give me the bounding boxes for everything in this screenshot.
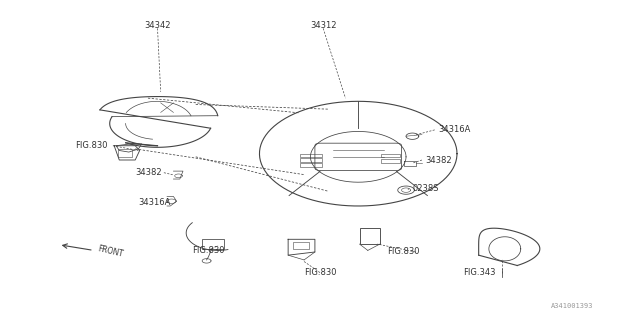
Text: 34342: 34342 xyxy=(144,21,171,30)
Text: FIG.830: FIG.830 xyxy=(387,247,419,257)
Bar xyxy=(300,154,322,157)
Bar xyxy=(360,228,380,244)
Text: 34316A: 34316A xyxy=(438,125,470,134)
Bar xyxy=(300,163,322,167)
Bar xyxy=(118,149,132,157)
Text: FIG.830: FIG.830 xyxy=(304,268,336,277)
Bar xyxy=(300,158,322,162)
Bar xyxy=(381,159,399,163)
Text: A341001393: A341001393 xyxy=(550,303,593,309)
Bar xyxy=(293,243,309,249)
Text: FRONT: FRONT xyxy=(97,244,124,258)
Text: 34382: 34382 xyxy=(425,156,452,164)
Bar xyxy=(381,154,399,157)
Text: FIG.830: FIG.830 xyxy=(75,141,107,150)
Text: FIG.343: FIG.343 xyxy=(463,268,495,277)
Text: 34316A: 34316A xyxy=(138,198,171,207)
Text: 0238S: 0238S xyxy=(412,184,439,193)
Text: FIG.830: FIG.830 xyxy=(192,246,225,255)
Bar xyxy=(202,239,225,249)
Text: 34312: 34312 xyxy=(310,21,337,30)
Text: 34382: 34382 xyxy=(135,168,162,177)
